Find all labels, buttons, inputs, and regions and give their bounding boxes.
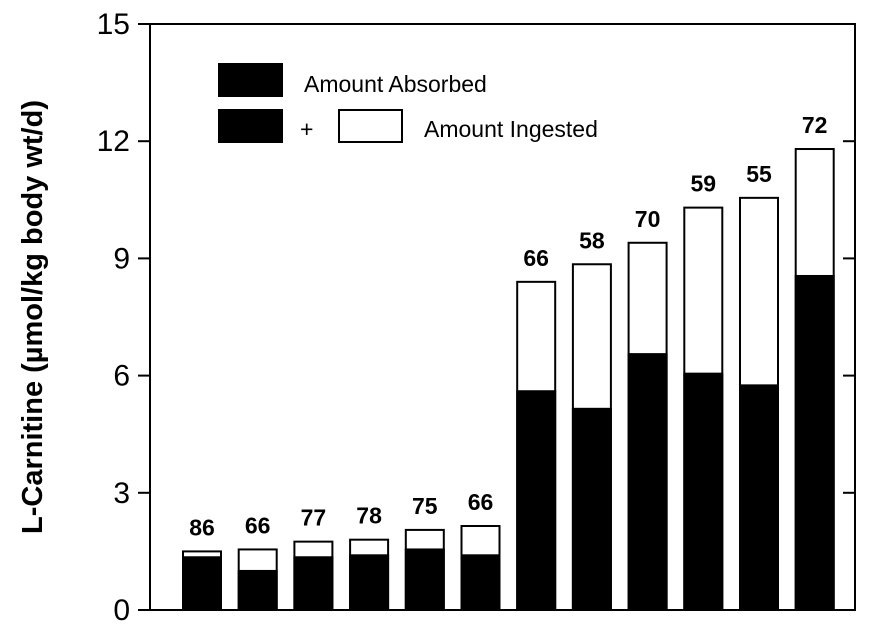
y-axis-label: L-Carnitine (µmol/kg body wt/d) <box>17 100 49 534</box>
bar-data-label: 75 <box>412 493 438 519</box>
bars <box>182 148 835 612</box>
bar-data-label: 66 <box>245 512 271 538</box>
legend-swatch-ingested <box>338 109 403 143</box>
bar-data-label: 70 <box>635 206 661 232</box>
bar-data-label: 86 <box>189 514 215 540</box>
bar-absorbed <box>794 274 835 611</box>
y-tick-label: 3 <box>113 477 130 510</box>
y-axis: 0 3 6 9 12 15 <box>97 8 855 627</box>
bar-absorbed <box>460 554 501 611</box>
bar-absorbed <box>516 390 557 611</box>
legend-swatch-absorbed-2 <box>218 109 283 143</box>
bar-data-label: 59 <box>691 171 717 197</box>
bar-data-label: 66 <box>468 489 494 515</box>
y-tick-label: 12 <box>97 125 130 158</box>
legend-plus-sign: + <box>300 116 313 142</box>
plot-frame <box>149 23 856 611</box>
bar-absorbed <box>182 556 222 612</box>
bar-absorbed <box>683 372 724 611</box>
legend-label-absorbed: Amount Absorbed <box>304 71 487 97</box>
bar-data-label: 55 <box>746 161 772 187</box>
bar-absorbed <box>739 384 779 611</box>
bar-absorbed <box>571 407 612 611</box>
legend-swatch-absorbed <box>218 63 283 97</box>
bar-labels: 86 66 77 78 75 66 66 58 70 59 55 72 <box>189 112 827 540</box>
bar-absorbed <box>293 556 334 612</box>
bar-data-label: 78 <box>356 503 382 529</box>
bar-absorbed <box>349 554 390 611</box>
bar-absorbed <box>237 569 278 612</box>
legend: Amount Absorbed + Amount Ingested <box>218 63 598 143</box>
y-tick-label: 9 <box>113 242 130 275</box>
bar-data-label: 77 <box>301 505 327 531</box>
bar-absorbed <box>404 548 445 611</box>
bar-data-label: 72 <box>802 112 828 138</box>
bar-data-label: 66 <box>523 245 549 271</box>
bar-absorbed <box>627 353 668 612</box>
y-tick-label: 6 <box>113 360 130 393</box>
legend-label-ingested: Amount Ingested <box>424 116 598 142</box>
y-tick-label: 15 <box>97 8 130 41</box>
bar-data-label: 58 <box>579 227 605 253</box>
y-tick-label: 0 <box>113 594 130 627</box>
